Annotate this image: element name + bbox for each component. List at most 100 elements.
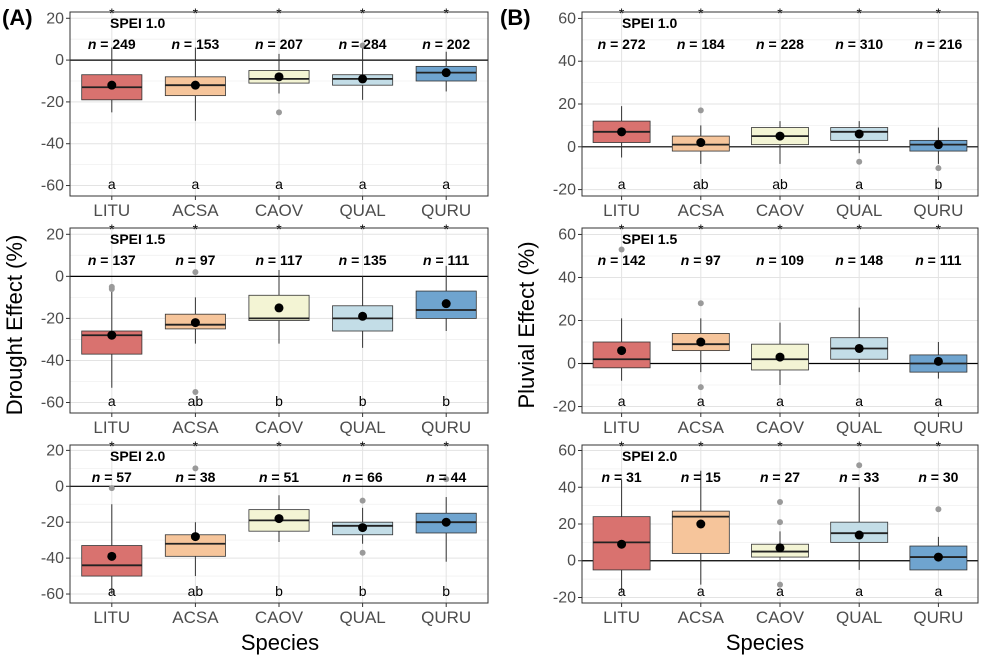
y-tick-label: 20 [46, 226, 64, 243]
y-axis-title-pluvial: Pluvial Effect (%) [514, 241, 539, 408]
outlier-point-qual [359, 549, 366, 556]
sample-size-label: n = 111 [915, 252, 962, 268]
outlier-point-qual [856, 158, 863, 165]
y-tick-label: 0 [567, 356, 576, 373]
significance-star: * [698, 438, 704, 454]
x-tick-label-litu: LITU [93, 201, 130, 220]
significance-star: * [193, 438, 199, 454]
x-tick-label-caov: CAOV [756, 608, 805, 627]
sample-size-label: n = 44 [426, 469, 466, 485]
y-tick-label: -20 [553, 399, 576, 416]
mean-point-acsa [190, 80, 200, 90]
x-tick-label-quru: QURU [421, 201, 471, 220]
sample-size-label: n = 228 [756, 36, 804, 52]
x-tick-label-litu: LITU [93, 418, 130, 437]
y-tick-label: 60 [558, 226, 576, 243]
panel-title: SPEI 1.0 [110, 15, 165, 31]
group-letter: a [618, 583, 626, 599]
y-tick-label: 40 [558, 479, 576, 496]
plot-frame [581, 11, 979, 197]
y-tick-label: 20 [46, 10, 64, 27]
y-tick-label: -60 [41, 586, 64, 603]
group-letter: a [618, 393, 626, 409]
group-letter: a [855, 176, 863, 192]
mean-point-caov [274, 303, 284, 313]
y-tick-label: -40 [41, 352, 64, 369]
mean-point-caov [775, 131, 785, 141]
group-letter: b [442, 583, 450, 599]
y-tick-label: 40 [558, 53, 576, 70]
sample-size-label: n = 148 [835, 252, 883, 268]
group-letter: a [192, 176, 200, 192]
x-tick-label-qual: QUAL [836, 201, 882, 220]
box-acsa [671, 510, 730, 554]
plot-frame [581, 227, 979, 414]
y-tick-label: -20 [553, 589, 576, 606]
x-tick-label-caov: CAOV [255, 418, 304, 437]
panel-A-3: 20 0 -20 -40 -60 * n = 57 a LITU * n = 38 ab ACSA * n … [41, 438, 489, 627]
group-letter: a [935, 393, 943, 409]
y-tick-label: -60 [41, 394, 64, 411]
group-letter: b [275, 583, 283, 599]
x-tick-label-acsa: ACSA [678, 608, 725, 627]
significance-star: * [856, 438, 862, 454]
significance-star: * [936, 438, 942, 454]
outlier-point-qual [359, 497, 366, 504]
sample-size-label: n = 137 [88, 252, 136, 268]
mean-point-litu [617, 127, 627, 137]
sample-size-label: n = 216 [914, 36, 962, 52]
significance-star: * [619, 221, 625, 237]
group-letter: a [108, 176, 116, 192]
y-tick-label: 20 [46, 442, 64, 459]
x-tick-label-litu: LITU [603, 608, 640, 627]
significance-star: * [777, 221, 783, 237]
mean-point-litu [107, 551, 117, 561]
mean-point-quru [441, 299, 451, 309]
y-tick-label: -20 [41, 514, 64, 531]
outlier-point-caov [777, 581, 783, 588]
mean-point-quru [933, 140, 943, 150]
mean-point-quru [441, 68, 451, 78]
significance-star: * [193, 5, 199, 21]
mean-point-quru [933, 552, 943, 562]
sample-size-label: n = 66 [343, 469, 383, 485]
panel-B-2: 60 40 20 0 -20 * n = 142 a LITU * n = 97 a ACSA * n = … [553, 221, 979, 437]
outlier-point-litu [108, 485, 115, 492]
outlier-point-acsa [192, 465, 199, 472]
group-letter: b [442, 393, 450, 409]
y-axis-title-drought: Drought Effect (%) [2, 235, 27, 416]
group-letter: a [442, 176, 450, 192]
sample-size-label: n = 249 [88, 36, 136, 52]
y-tick-label: 0 [567, 139, 576, 156]
group-letter: a [359, 176, 367, 192]
x-tick-label-qual: QUAL [339, 418, 385, 437]
sample-size-label: n = 51 [259, 469, 299, 485]
mean-point-litu [617, 539, 627, 549]
x-tick-label-acsa: ACSA [172, 608, 219, 627]
sample-size-label: n = 15 [681, 469, 721, 485]
group-letter: ab [188, 583, 204, 599]
significance-star: * [443, 221, 449, 237]
mean-point-qual [358, 523, 368, 533]
group-letter: a [855, 583, 863, 599]
outlier-point-quru [443, 476, 450, 483]
outlier-point-litu [108, 285, 115, 292]
sample-size-label: n = 117 [255, 252, 302, 268]
sample-size-label: n = 207 [255, 36, 303, 52]
mean-point-litu [107, 330, 117, 340]
panel-A-1: 20 0 -20 -40 -60 * n = 249 a LITU * n = 153 a ACSA * n… [41, 5, 489, 220]
panel-title: SPEI 2.0 [622, 448, 677, 464]
significance-star: * [360, 221, 366, 237]
significance-star: * [777, 438, 783, 454]
group-letter: a [776, 393, 784, 409]
x-tick-label-caov: CAOV [756, 418, 805, 437]
sample-size-label: n = 31 [602, 469, 642, 485]
sample-size-label: n = 97 [681, 252, 721, 268]
outlier-point-acsa [192, 269, 199, 276]
group-letter: a [108, 583, 116, 599]
panel-B-3: 60 40 20 0 -20 * n = 31 a LITU * n = 15 a ACSA * n = 2… [553, 438, 979, 627]
mean-point-quru [933, 356, 943, 366]
x-tick-label-quru: QURU [913, 608, 963, 627]
y-tick-label: -20 [41, 310, 64, 327]
